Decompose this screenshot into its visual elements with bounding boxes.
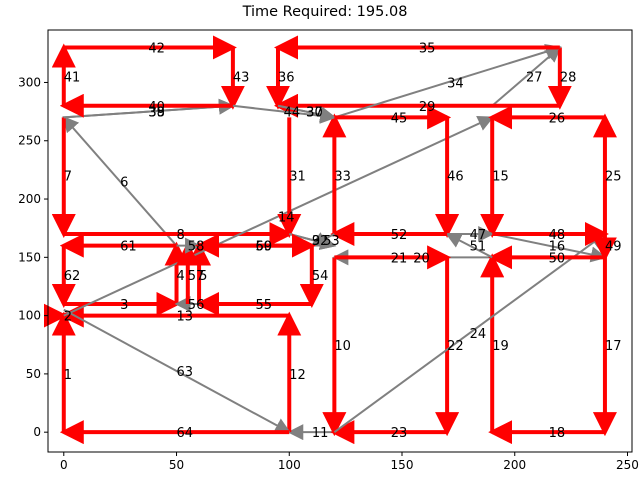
- edge-label-52: 52: [391, 228, 408, 243]
- edge-label-45: 45: [391, 111, 408, 126]
- edge-label-27: 27: [526, 71, 543, 86]
- edge-label-26: 26: [549, 111, 566, 126]
- edge-label-53: 53: [323, 234, 340, 249]
- edge-label-50: 50: [549, 251, 566, 266]
- edge-label-43: 43: [233, 71, 250, 86]
- edge-label-48: 48: [549, 228, 566, 243]
- edge-label-24: 24: [470, 327, 487, 342]
- edge-label-49: 49: [605, 240, 622, 255]
- edge-label-19: 19: [492, 339, 509, 354]
- y-tick-label: 50: [26, 367, 41, 381]
- edge-label-17: 17: [605, 339, 622, 354]
- edge-label-4: 4: [177, 269, 185, 284]
- plot-frame: [47, 29, 633, 453]
- edge-44: [232, 104, 337, 124]
- edge-label-11: 11: [312, 426, 329, 441]
- edge-label-58: 58: [188, 240, 205, 255]
- edge-label-5: 5: [199, 269, 207, 284]
- edge-label-59: 59: [255, 240, 272, 255]
- edge-label-64: 64: [177, 426, 194, 441]
- edge-label-39: 39: [148, 106, 165, 121]
- y-tick-label: 100: [18, 309, 41, 323]
- edge-label-32: 32: [312, 234, 329, 249]
- edge-label-51: 51: [470, 240, 487, 255]
- edge-label-7: 7: [64, 170, 72, 185]
- edge-label-42: 42: [148, 41, 165, 56]
- edge-label-62: 62: [64, 269, 81, 284]
- edge-34: [334, 43, 562, 119]
- edge-label-21: 21: [391, 251, 408, 266]
- edge-label-31: 31: [289, 170, 306, 185]
- edge-label-6: 6: [120, 176, 128, 191]
- edge-label-25: 25: [605, 170, 622, 185]
- edge-label-30: 30: [306, 106, 323, 121]
- edge-label-60: 60: [255, 240, 272, 255]
- edge-label-9: 9: [312, 234, 320, 249]
- y-tick-label: 250: [18, 134, 41, 148]
- edge-label-10: 10: [334, 339, 351, 354]
- edge-label-28: 28: [560, 71, 577, 86]
- edge-label-34: 34: [447, 76, 464, 91]
- edge-51: [445, 233, 493, 259]
- edge-label-36: 36: [278, 71, 295, 86]
- y-tick-label: 200: [18, 192, 41, 206]
- edge-label-15: 15: [492, 170, 509, 185]
- y-tick-label: 300: [18, 75, 41, 89]
- edge-label-18: 18: [549, 426, 566, 441]
- y-tick-label: 0: [33, 425, 41, 439]
- x-tick-label: 250: [616, 458, 639, 472]
- edge-label-55: 55: [255, 298, 272, 313]
- edge-label-57: 57: [188, 269, 205, 284]
- x-tick-label: 150: [391, 458, 414, 472]
- edge-label-23: 23: [391, 426, 408, 441]
- edge-label-29: 29: [419, 100, 436, 115]
- edge-label-33: 33: [334, 170, 351, 185]
- edge-label-46: 46: [447, 170, 464, 185]
- x-tick-label: 200: [503, 458, 526, 472]
- edge-label-56: 56: [188, 298, 205, 313]
- edge-label-16: 16: [549, 240, 566, 255]
- edge-label-2: 2: [64, 310, 72, 325]
- edge-label-22: 22: [447, 339, 464, 354]
- edge-label-44: 44: [284, 106, 301, 121]
- edge-label-13: 13: [177, 310, 194, 325]
- edge-24: [333, 232, 607, 433]
- edge-6: [62, 115, 178, 247]
- edge-label-35: 35: [419, 41, 436, 56]
- y-tick-label: 150: [18, 250, 41, 264]
- edge-16: [491, 233, 607, 263]
- edge-label-47: 47: [470, 228, 487, 243]
- edge-label-37: 37: [306, 106, 323, 121]
- x-tick-label: 100: [278, 458, 301, 472]
- edge-label-14: 14: [278, 211, 295, 226]
- edge-label-1: 1: [64, 368, 72, 383]
- x-tick-label: 50: [169, 458, 184, 472]
- edge-label-12: 12: [289, 368, 306, 383]
- edge-label-8: 8: [177, 228, 185, 243]
- edge-label-41: 41: [64, 71, 81, 86]
- edge-label-40: 40: [148, 100, 165, 115]
- x-tick-label: 0: [60, 458, 68, 472]
- chart-title: Time Required: 195.08: [242, 4, 408, 20]
- edge-label-54: 54: [312, 269, 329, 284]
- edge-label-3: 3: [120, 298, 128, 313]
- edge-63: [63, 308, 292, 434]
- edge-label-38: 38: [148, 106, 165, 121]
- edge-label-20: 20: [413, 251, 430, 266]
- edge-label-63: 63: [177, 365, 194, 380]
- edge-label-61: 61: [120, 240, 137, 255]
